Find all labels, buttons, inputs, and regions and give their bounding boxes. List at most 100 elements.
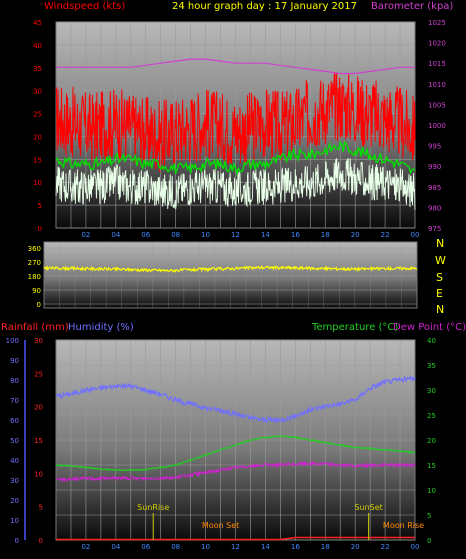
direction-tick-label: 270 — [28, 259, 41, 267]
climate-x-tick-label: 06 — [141, 543, 150, 551]
barometer-tick-label: 990 — [428, 163, 441, 171]
barometer-tick-label: 1020 — [428, 40, 446, 48]
windspeed-tick-label: 20 — [33, 133, 42, 141]
humidity-tick-label: 90 — [10, 357, 19, 365]
wind-x-tick-label: 14 — [261, 231, 270, 239]
direction-label-north-top: N — [436, 237, 444, 250]
direction-tick-label: 360 — [28, 245, 41, 253]
humidity-axis-title: Humidity (%) — [68, 322, 134, 333]
climate-x-tick-label: 04 — [111, 543, 120, 551]
windspeed-tick-label: 45 — [33, 19, 42, 27]
wind-direction-series — [43, 264, 418, 273]
climate-x-tick-label: 00 — [411, 543, 420, 551]
windspeed-tick-label: 10 — [33, 179, 42, 187]
wind-x-tick-label: 12 — [231, 231, 240, 239]
humidity-tick-label: 40 — [10, 457, 19, 465]
series-layer — [43, 58, 418, 541]
temperature-axis-title: Temperature (°C) — [311, 322, 398, 333]
direction-tick-label: 90 — [32, 287, 41, 295]
windspeed-tick-label: 35 — [33, 65, 42, 73]
sunset-label: SunSet — [354, 503, 382, 512]
wind-x-tick-label: 02 — [81, 231, 90, 239]
humidity-series — [55, 375, 416, 424]
wind-x-tick-label: 10 — [201, 231, 210, 239]
humidity-tick-label: 30 — [10, 477, 19, 485]
barometer-axis-title: Barometer (kpa) — [371, 1, 453, 12]
direction-tick-label: 0 — [37, 301, 41, 309]
rainfall-tick-label: 20 — [34, 404, 43, 412]
dew-point-axis-title: Dew Point (°C) — [393, 322, 466, 333]
rainfall-axis-title: Rainfall (mm) — [1, 322, 69, 333]
windspeed-gust-series — [55, 72, 416, 173]
windspeed-lull-series — [55, 157, 416, 210]
barometer-tick-label: 1010 — [428, 81, 446, 89]
barometer-series — [56, 58, 415, 75]
barometer-tick-label: 1025 — [428, 19, 446, 27]
temperature-tick-label: 10 — [427, 487, 436, 495]
barometer-tick-label: 1000 — [428, 122, 446, 130]
wind-x-tick-label: 00 — [411, 231, 420, 239]
climate-x-tick-label: 16 — [291, 543, 300, 551]
rainfall-tick-label: 15 — [34, 437, 43, 445]
label-layer: 0510152025303540459759809859909951000100… — [6, 19, 446, 551]
sunrise-label: SunRise — [137, 503, 169, 512]
rainfall-tick-label: 25 — [34, 370, 43, 378]
wind-x-tick-label: 22 — [381, 231, 390, 239]
wind-x-tick-label: 20 — [351, 231, 360, 239]
wind-x-tick-label: 06 — [141, 231, 150, 239]
humidity-tick-label: 100 — [6, 337, 19, 345]
windspeed-tick-label: 25 — [33, 111, 42, 119]
windspeed-axis-title: Windspeed (kts) — [44, 1, 125, 12]
barometer-tick-label: 980 — [428, 204, 441, 212]
humidity-tick-label: 80 — [10, 377, 19, 385]
wind-x-tick-label: 08 — [171, 231, 180, 239]
chart-title: 24 hour graph day : 17 January 2017 — [172, 1, 357, 12]
rainfall-tick-label: 0 — [39, 537, 43, 545]
moonset-label: Moon Set — [202, 521, 239, 530]
temperature-tick-label: 0 — [427, 537, 431, 545]
humidity-tick-label: 10 — [10, 517, 19, 525]
temperature-tick-label: 35 — [427, 362, 436, 370]
temperature-tick-label: 15 — [427, 462, 436, 470]
barometer-tick-label: 1015 — [428, 60, 446, 68]
temperature-tick-label: 30 — [427, 387, 436, 395]
climate-x-tick-label: 02 — [81, 543, 90, 551]
windspeed-tick-label: 40 — [33, 42, 42, 50]
windspeed-tick-label: 0 — [38, 225, 42, 233]
dew-point-series — [55, 460, 416, 483]
windspeed-tick-label: 5 — [38, 202, 42, 210]
humidity-tick-label: 20 — [10, 497, 19, 505]
barometer-tick-label: 995 — [428, 143, 441, 151]
climate-x-tick-label: 10 — [201, 543, 210, 551]
climate-x-tick-label: 08 — [171, 543, 180, 551]
direction-label-south: S — [436, 271, 443, 284]
direction-tick-label: 180 — [28, 273, 41, 281]
climate-x-tick-label: 12 — [231, 543, 240, 551]
temperature-series — [55, 435, 416, 472]
climate-x-tick-label: 14 — [261, 543, 270, 551]
windspeed-tick-label: 15 — [33, 156, 42, 164]
humidity-tick-label: 50 — [10, 437, 19, 445]
barometer-tick-label: 985 — [428, 184, 441, 192]
direction-label-west: W — [435, 254, 446, 267]
wind-x-tick-label: 18 — [321, 231, 330, 239]
barometer-tick-label: 1005 — [428, 101, 446, 109]
windspeed-average-series — [55, 140, 416, 176]
humidity-tick-label: 0 — [15, 537, 19, 545]
climate-x-tick-label: 18 — [321, 543, 330, 551]
temperature-tick-label: 40 — [427, 337, 436, 345]
climate-x-tick-label: 22 — [381, 543, 390, 551]
temperature-tick-label: 25 — [427, 412, 436, 420]
humidity-tick-label: 70 — [10, 397, 19, 405]
temperature-tick-label: 20 — [427, 437, 436, 445]
rainfall-tick-label: 10 — [34, 470, 43, 478]
direction-label-north-bottom: N — [436, 303, 444, 316]
rainfall-series — [56, 536, 415, 541]
wind-x-tick-label: 04 — [111, 231, 120, 239]
rainfall-tick-label: 5 — [39, 504, 43, 512]
moonrise-label: Moon Rise — [383, 521, 424, 530]
climate-x-tick-label: 20 — [351, 543, 360, 551]
direction-label-east: E — [436, 287, 443, 300]
